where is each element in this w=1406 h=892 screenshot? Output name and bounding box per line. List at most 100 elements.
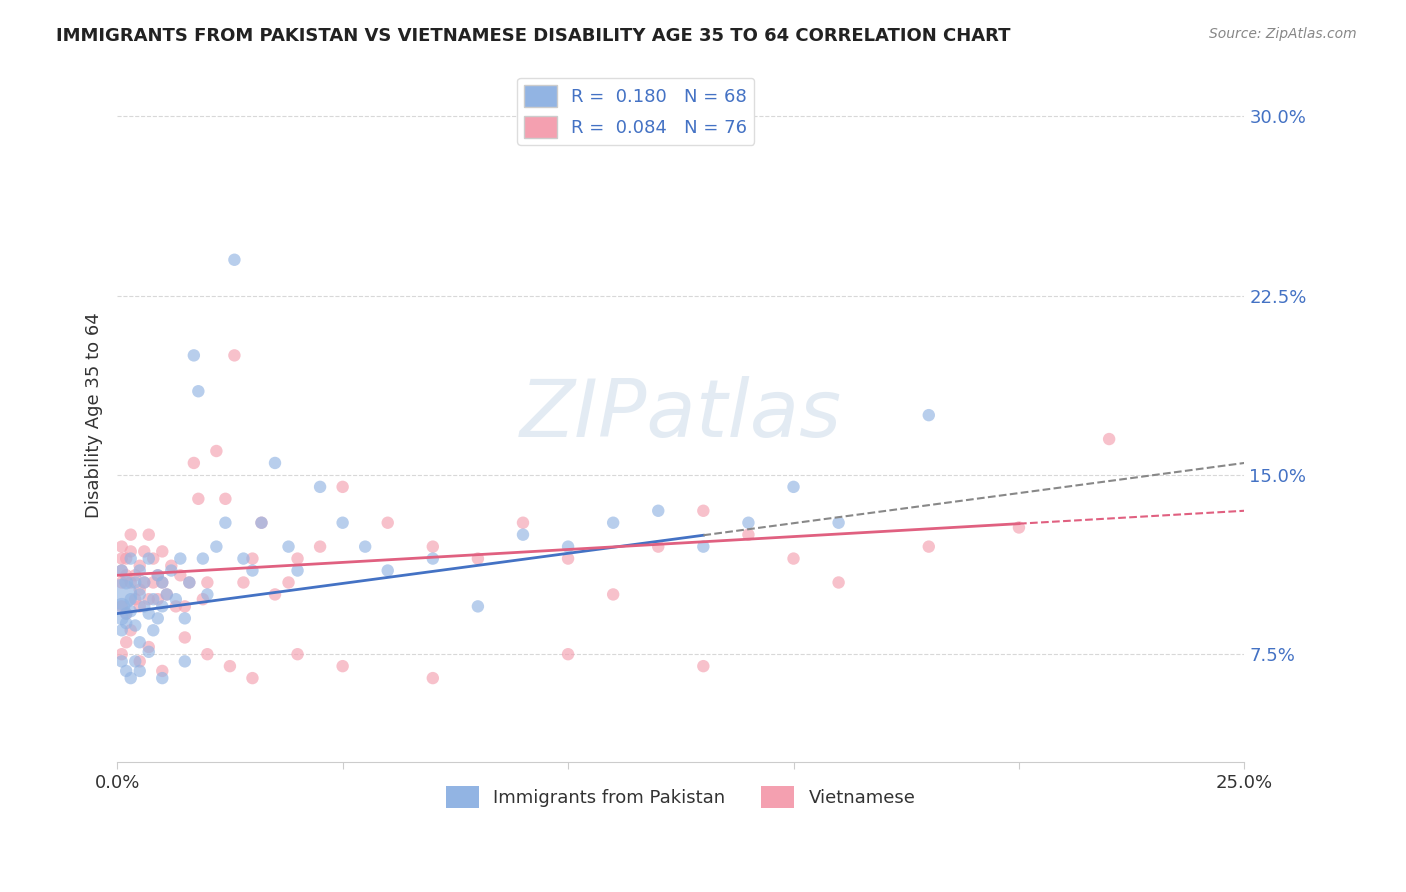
Point — [647, 504, 669, 518]
Point — [191, 551, 214, 566]
Point — [277, 575, 299, 590]
Point — [332, 516, 354, 530]
Point — [173, 599, 195, 614]
Legend: Immigrants from Pakistan, Vietnamese: Immigrants from Pakistan, Vietnamese — [439, 779, 922, 815]
Point — [179, 575, 201, 590]
Point — [918, 540, 941, 554]
Point — [309, 480, 332, 494]
Point — [250, 516, 273, 530]
Point — [111, 624, 134, 638]
Point — [827, 575, 849, 590]
Point — [115, 607, 138, 621]
Point — [115, 635, 138, 649]
Point — [287, 564, 309, 578]
Point — [134, 575, 156, 590]
Point — [287, 551, 309, 566]
Point — [128, 599, 150, 614]
Point — [467, 551, 489, 566]
Point — [111, 540, 134, 554]
Point — [111, 587, 134, 601]
Point — [138, 640, 160, 654]
Point — [124, 592, 146, 607]
Point — [467, 599, 489, 614]
Point — [160, 558, 183, 573]
Point — [277, 540, 299, 554]
Point — [124, 568, 146, 582]
Point — [602, 587, 624, 601]
Text: ZIPatlas: ZIPatlas — [520, 376, 842, 454]
Point — [602, 516, 624, 530]
Point — [422, 540, 444, 554]
Point — [737, 527, 759, 541]
Point — [111, 575, 134, 590]
Point — [242, 671, 264, 685]
Point — [115, 568, 138, 582]
Point — [115, 575, 138, 590]
Point — [183, 348, 205, 362]
Point — [156, 587, 179, 601]
Point — [737, 516, 759, 530]
Point — [205, 444, 228, 458]
Point — [128, 587, 150, 601]
Point — [377, 564, 399, 578]
Point — [142, 624, 165, 638]
Point — [142, 551, 165, 566]
Point — [219, 659, 242, 673]
Point — [242, 551, 264, 566]
Point — [422, 671, 444, 685]
Point — [142, 592, 165, 607]
Point — [111, 647, 134, 661]
Point — [150, 575, 173, 590]
Point — [232, 551, 254, 566]
Point — [191, 592, 214, 607]
Point — [647, 540, 669, 554]
Point — [146, 568, 169, 582]
Point — [120, 527, 142, 541]
Point — [124, 618, 146, 632]
Point — [512, 516, 534, 530]
Point — [187, 384, 209, 399]
Point — [128, 582, 150, 597]
Point — [120, 544, 142, 558]
Point — [377, 516, 399, 530]
Point — [183, 456, 205, 470]
Point — [187, 491, 209, 506]
Point — [138, 645, 160, 659]
Point — [692, 540, 714, 554]
Point — [169, 568, 191, 582]
Point — [205, 540, 228, 554]
Point — [128, 664, 150, 678]
Point — [120, 671, 142, 685]
Point — [173, 611, 195, 625]
Point — [264, 587, 287, 601]
Point — [115, 616, 138, 631]
Text: IMMIGRANTS FROM PAKISTAN VS VIETNAMESE DISABILITY AGE 35 TO 64 CORRELATION CHART: IMMIGRANTS FROM PAKISTAN VS VIETNAMESE D… — [56, 27, 1011, 45]
Point — [124, 575, 146, 590]
Point — [138, 527, 160, 541]
Point — [146, 568, 169, 582]
Point — [242, 564, 264, 578]
Point — [173, 631, 195, 645]
Point — [150, 664, 173, 678]
Point — [165, 599, 187, 614]
Point — [120, 592, 142, 607]
Point — [111, 599, 134, 614]
Point — [138, 551, 160, 566]
Point — [150, 671, 173, 685]
Point — [224, 348, 246, 362]
Point — [111, 564, 134, 578]
Point — [115, 607, 138, 621]
Point — [124, 654, 146, 668]
Point — [557, 647, 579, 661]
Point — [1098, 432, 1121, 446]
Point — [195, 587, 218, 601]
Point — [165, 592, 187, 607]
Point — [120, 551, 142, 566]
Point — [115, 551, 138, 566]
Point — [332, 480, 354, 494]
Point — [224, 252, 246, 267]
Point — [354, 540, 377, 554]
Point — [195, 647, 218, 661]
Point — [111, 654, 134, 668]
Point — [1008, 520, 1031, 534]
